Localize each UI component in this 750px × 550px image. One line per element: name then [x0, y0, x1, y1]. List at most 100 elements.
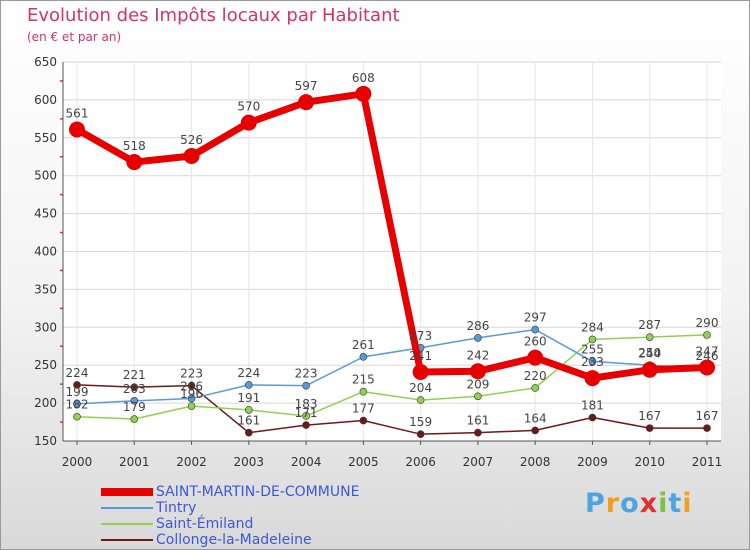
data-label: 203: [123, 382, 146, 396]
data-point: [474, 334, 482, 342]
data-point: [187, 381, 196, 390]
legend-swatch: [101, 539, 153, 541]
data-point: [245, 428, 253, 437]
data-point: [531, 426, 539, 435]
x-tick-label: 2010: [634, 455, 665, 469]
data-label: 204: [409, 381, 432, 395]
data-point: [359, 387, 368, 396]
data-point: [703, 331, 711, 339]
data-point: [359, 416, 368, 425]
data-point: [130, 383, 139, 391]
data-point: [469, 363, 486, 380]
data-point: [531, 384, 539, 392]
x-tick-label: 2002: [176, 455, 207, 469]
series-line: [76, 384, 708, 435]
data-point: [355, 85, 372, 102]
data-point: [584, 370, 601, 387]
legend-label: Tintry: [156, 500, 197, 516]
data-label: 526: [180, 133, 203, 147]
data-point: [703, 424, 711, 432]
data-label: 179: [123, 400, 146, 414]
data-label: 182: [66, 398, 89, 412]
x-tick-label: 2006: [405, 455, 436, 469]
x-tick-label: 2007: [463, 455, 494, 469]
data-point: [641, 361, 658, 378]
data-label: 284: [581, 320, 604, 334]
data-label: 247: [696, 344, 719, 358]
data-label: 261: [352, 338, 375, 352]
legend-item: SAINT-MARTIN-DE-COMMUNE: [101, 484, 441, 501]
data-label: 597: [295, 79, 318, 93]
data-label: 290: [696, 316, 719, 330]
data-label: 199: [66, 385, 89, 399]
data-point: [645, 333, 654, 341]
data-label: 273: [409, 329, 432, 343]
data-point: [699, 359, 715, 376]
data-point: [298, 94, 315, 111]
data-point: [302, 421, 310, 429]
data-label: 242: [466, 348, 489, 362]
y-tick-label: 300: [34, 320, 57, 334]
data-point: [416, 430, 425, 438]
data-point: [412, 364, 429, 381]
data-label: 206: [180, 380, 203, 394]
y-tick-label: 200: [34, 396, 57, 410]
data-label: 286: [466, 319, 489, 333]
data-label: 255: [581, 342, 604, 356]
x-tick-label: 2009: [577, 455, 608, 469]
x-tick-label: 2003: [234, 455, 265, 469]
logo-letter: P: [585, 488, 606, 519]
legend-label: Saint-Émiland: [156, 516, 254, 532]
legend-item: Tintry: [101, 500, 441, 517]
logo-letter: t: [668, 488, 683, 519]
data-point: [183, 147, 200, 164]
data-label: 164: [524, 411, 547, 425]
data-label: 161: [237, 414, 260, 428]
proxiti-logo: Proxiti: [585, 488, 693, 519]
data-point: [130, 397, 139, 405]
data-point: [73, 412, 81, 421]
data-label: 570: [237, 100, 260, 114]
data-point: [302, 412, 310, 420]
data-label: 181: [581, 399, 604, 413]
data-point: [187, 402, 196, 410]
x-tick-label: 2011: [692, 455, 723, 469]
y-tick-label: 400: [34, 245, 57, 259]
data-label: 518: [123, 139, 146, 153]
data-label: 287: [638, 318, 661, 332]
legend-swatch: [101, 507, 153, 509]
x-tick-label: 2004: [291, 455, 322, 469]
data-point: [130, 415, 139, 423]
data-label: 246: [696, 349, 719, 363]
logo-letter: o: [620, 488, 640, 519]
series-line: [73, 90, 711, 382]
data-label: 196: [180, 387, 203, 401]
chart-title: Evolution des Impôts locaux par Habitant: [27, 5, 400, 26]
data-label: 297: [524, 311, 547, 325]
data-label: 233: [581, 355, 604, 369]
logo-letter: x: [639, 488, 659, 519]
data-point: [126, 154, 143, 171]
series-line: [76, 328, 708, 405]
data-label: 183: [295, 397, 318, 411]
data-point: [474, 428, 482, 437]
y-tick-label: 150: [34, 434, 57, 448]
data-label: 250: [638, 346, 661, 360]
data-label: 215: [352, 373, 375, 387]
data-label: 171: [295, 406, 318, 420]
data-label: 561: [66, 106, 89, 120]
data-point: [240, 114, 257, 131]
data-label: 241: [409, 349, 432, 363]
data-point: [302, 381, 310, 390]
y-tick-label: 250: [34, 358, 57, 372]
data-point: [69, 121, 85, 138]
y-tick-label: 650: [34, 55, 57, 69]
data-label: 221: [123, 368, 146, 382]
data-label: 224: [237, 366, 260, 380]
x-tick-label: 2001: [119, 455, 150, 469]
data-point: [645, 424, 654, 432]
data-point: [73, 400, 81, 408]
legend-label: Collonge-la-Madeleine: [156, 532, 312, 548]
x-tick-label: 2005: [348, 455, 379, 469]
legend-label: SAINT-MARTIN-DE-COMMUNE: [156, 484, 360, 500]
